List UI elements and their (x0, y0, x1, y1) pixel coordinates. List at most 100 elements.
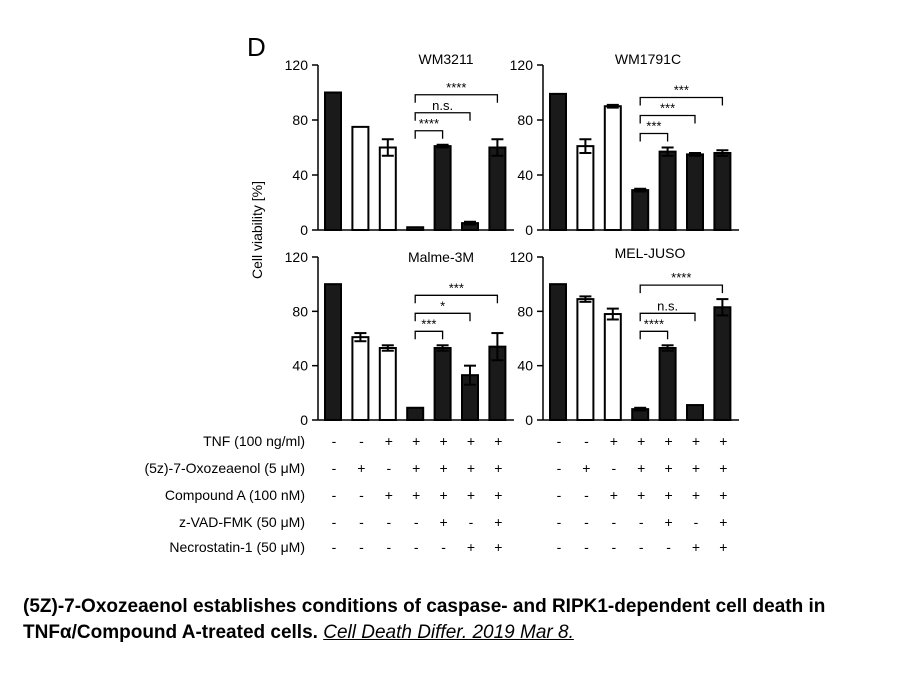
treatment-label: TNF (100 ng/ml) (203, 433, 305, 449)
treatment-symbol: + (692, 539, 700, 555)
treatment-symbol: + (412, 460, 420, 476)
bar (378, 347, 397, 421)
treatment-symbol: + (637, 433, 645, 449)
treatment-symbol: - (332, 514, 337, 530)
treatment-symbol: + (494, 514, 502, 530)
treatment-symbol: + (665, 514, 673, 530)
bar (631, 189, 650, 231)
chart-panel-4: 0 40 80 120 MEL-JUSO **** n.s. **** (510, 245, 739, 428)
treatment-symbol: + (692, 460, 700, 476)
y-tick-label: 120 (285, 57, 309, 73)
treatment-label: Necrostatin-1 (50 μM) (169, 539, 305, 555)
treatment-symbol: - (386, 514, 391, 530)
bar (433, 145, 452, 231)
bar (406, 226, 425, 231)
treatment-symbol: - (639, 514, 644, 530)
bar (576, 298, 595, 422)
treatment-symbol: - (639, 539, 644, 555)
treatment-symbol: + (494, 460, 502, 476)
treatment-symbol: - (666, 539, 671, 555)
treatment-symbol: - (584, 539, 589, 555)
treatment-symbol: + (719, 514, 727, 530)
significance-bracket (639, 132, 669, 142)
treatment-symbol: - (557, 460, 562, 476)
significance-label: **** (446, 80, 466, 95)
y-tick-label: 120 (285, 249, 309, 265)
y-tick-label: 40 (517, 167, 533, 183)
bar (549, 283, 567, 421)
treatment-symbol: + (719, 539, 727, 555)
treatment-symbol: - (557, 487, 562, 503)
treatment-symbol: + (385, 487, 393, 503)
bar (603, 105, 622, 231)
treatment-symbol: + (467, 487, 475, 503)
y-tick-label: 40 (292, 167, 308, 183)
treatment-symbol: - (584, 487, 589, 503)
significance-bracket (414, 330, 444, 340)
y-tick-label: 40 (292, 358, 308, 374)
treatment-symbol: - (414, 539, 419, 555)
treatment-symbol: + (692, 433, 700, 449)
y-tick-label: 80 (292, 112, 308, 128)
caption-citation[interactable]: Cell Death Differ. 2019 Mar 8. (323, 622, 574, 643)
treatment-symbol: + (637, 487, 645, 503)
y-tick-label: 80 (517, 112, 533, 128)
y-tick-label: 0 (300, 222, 308, 238)
treatment-symbol: + (385, 433, 393, 449)
significance-bracket (639, 114, 696, 124)
treatment-symbol: - (557, 539, 562, 555)
significance-label: *** (421, 316, 436, 331)
treatment-symbol: - (584, 514, 589, 530)
y-tick-label: 0 (525, 412, 533, 428)
bar (488, 146, 507, 231)
y-tick-label: 120 (510, 249, 534, 265)
treatment-symbol: + (719, 487, 727, 503)
treatment-symbol: - (359, 487, 364, 503)
bar (324, 283, 342, 421)
treatment-symbol: + (357, 460, 365, 476)
treatment-symbol: + (494, 539, 502, 555)
treatment-symbol: + (467, 433, 475, 449)
treatment-symbol: - (332, 487, 337, 503)
treatment-symbol: + (582, 460, 590, 476)
treatment-symbol: - (611, 460, 616, 476)
y-axis-label: Cell viability [%] (249, 181, 265, 279)
treatment-symbol: - (611, 514, 616, 530)
significance-label: n.s. (432, 98, 453, 113)
significance-bracket (639, 284, 724, 294)
significance-label: * (440, 298, 445, 313)
significance-label: **** (644, 316, 664, 331)
treatment-symbol: + (467, 539, 475, 555)
bar (686, 153, 704, 231)
significance-bracket (414, 294, 499, 304)
significance-label: **** (419, 116, 439, 131)
treatment-label: (5z)-7-Oxozeaenol (5 μM) (144, 460, 305, 476)
significance-bracket (414, 112, 471, 121)
treatment-symbol: + (467, 460, 475, 476)
treatment-symbol: + (440, 487, 448, 503)
treatment-symbol: + (665, 460, 673, 476)
treatment-symbol: - (332, 433, 337, 449)
bar (603, 313, 622, 421)
treatment-label: z-VAD-FMK (50 μM) (179, 514, 305, 530)
treatment-symbol: + (692, 487, 700, 503)
treatment-symbol: + (494, 433, 502, 449)
bar (433, 347, 452, 421)
significance-bracket (414, 312, 471, 322)
treatment-symbol: - (694, 514, 699, 530)
significance-label: *** (646, 119, 661, 134)
bar (549, 92, 567, 231)
chart-title: WM1791C (615, 51, 681, 67)
treatment-symbol: - (386, 460, 391, 476)
chart-title: Malme-3M (408, 249, 474, 265)
bar (576, 145, 595, 231)
bar (351, 336, 370, 421)
treatment-symbol: + (665, 433, 673, 449)
treatment-symbol: - (359, 433, 364, 449)
figure-caption: (5Z)-7-Oxozeaenol establishes conditions… (23, 594, 893, 646)
y-tick-label: 40 (517, 358, 533, 374)
significance-label: *** (660, 101, 675, 116)
significance-bracket (639, 330, 669, 340)
